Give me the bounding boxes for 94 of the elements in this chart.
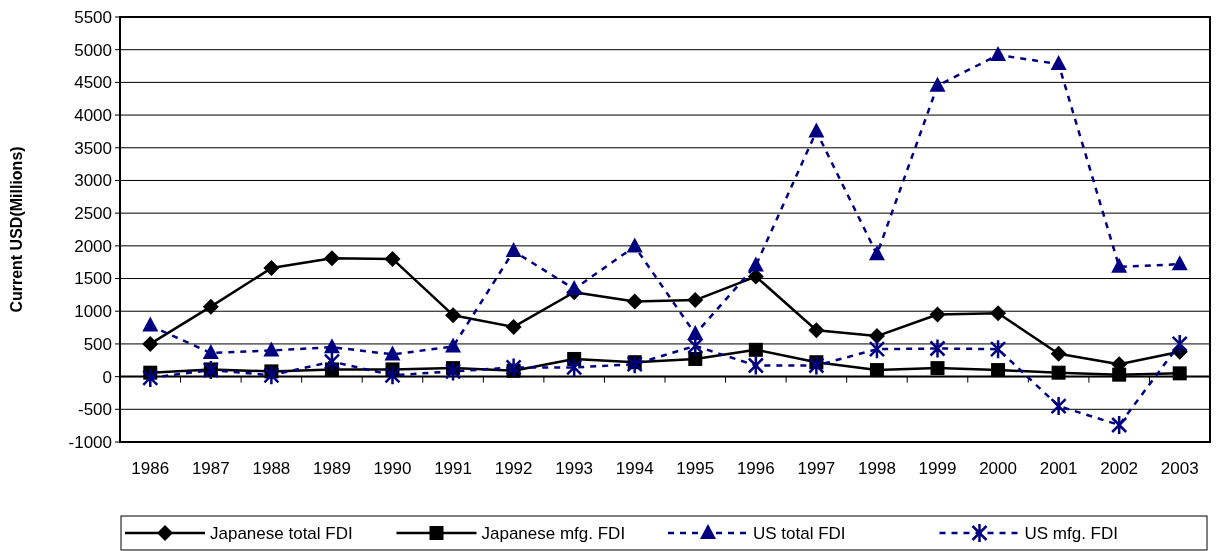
point [1112, 367, 1127, 382]
point [566, 280, 583, 295]
x-tick-label: 1994 [615, 459, 654, 478]
x-tick-label: 2002 [1100, 459, 1139, 478]
point [142, 335, 159, 352]
x-tick-label: 1989 [313, 459, 351, 478]
point [688, 351, 703, 366]
point [868, 338, 886, 360]
point [748, 342, 763, 357]
point [929, 338, 946, 359]
x-tick-label: 1996 [736, 459, 775, 478]
point [1171, 255, 1188, 271]
y-tick-label: 0 [102, 367, 112, 387]
point [202, 344, 219, 360]
point [1172, 366, 1187, 381]
y-tick-label: 500 [83, 334, 112, 354]
point [323, 250, 340, 267]
point [687, 335, 704, 357]
y-tick-label: 5000 [74, 40, 112, 60]
point [930, 361, 945, 376]
point [808, 122, 825, 138]
point [808, 355, 825, 376]
point [808, 322, 825, 339]
point [991, 363, 1006, 378]
point [384, 365, 401, 386]
point [505, 357, 522, 378]
x-tick-label: 1986 [131, 459, 170, 478]
y-tick-label: 4500 [74, 73, 112, 93]
point [565, 357, 583, 378]
point [1171, 333, 1188, 355]
x-tick-label: 1988 [252, 459, 291, 478]
point [929, 76, 946, 92]
point [990, 45, 1007, 61]
x-tick-label: 2001 [1039, 459, 1078, 478]
legend-label: Japanese total FDI [210, 523, 353, 543]
point [323, 338, 340, 354]
point [445, 307, 462, 324]
point [1050, 395, 1067, 417]
x-tick-label: 1990 [373, 459, 412, 478]
x-tick-label: 1992 [494, 459, 533, 478]
x-tick-label: 2000 [979, 459, 1017, 478]
y-tick-label: 3000 [74, 171, 112, 191]
point [687, 292, 704, 309]
x-tick-label: 1998 [858, 459, 896, 478]
point [142, 367, 159, 389]
y-tick-label: 5500 [74, 7, 112, 27]
point [747, 355, 765, 376]
point [1111, 257, 1128, 273]
point [1110, 414, 1128, 436]
point [263, 260, 280, 277]
point [142, 316, 159, 332]
point [444, 361, 462, 382]
legend-label: US total FDI [753, 523, 846, 543]
x-tick-label: 1993 [555, 459, 594, 478]
point [505, 318, 522, 335]
y-tick-label: 2500 [74, 204, 112, 224]
point [384, 250, 401, 267]
y-tick-label: 4000 [74, 106, 112, 126]
y-tick-label: -500 [77, 400, 112, 420]
legend-label: Japanese mfg. FDI [481, 523, 626, 543]
point [384, 345, 401, 361]
point [868, 328, 885, 345]
y-tick-label: 1000 [74, 302, 112, 322]
y-tick-label: 2000 [74, 236, 112, 256]
point [869, 363, 884, 378]
x-tick-label: 2003 [1160, 459, 1199, 478]
point [202, 298, 219, 315]
legend-label: US mfg. FDI [1024, 523, 1119, 543]
point [929, 306, 946, 323]
y-tick-label: -1000 [68, 432, 112, 452]
point [747, 256, 764, 272]
point [445, 337, 462, 353]
y-tick-label: 3500 [74, 138, 112, 158]
point [989, 338, 1007, 360]
point [868, 245, 885, 261]
point [626, 353, 643, 375]
point [990, 305, 1007, 322]
x-tick-label: 1999 [918, 459, 957, 478]
y-axis-title: Current USD(Millions) [8, 146, 25, 313]
point [626, 237, 643, 253]
point [1050, 345, 1067, 362]
point [1050, 55, 1067, 71]
point [626, 293, 643, 310]
point [1051, 365, 1066, 380]
point [505, 242, 522, 258]
x-tick-label: 1987 [191, 459, 230, 478]
x-tick-label: 1995 [676, 459, 715, 478]
y-tick-label: 1500 [74, 269, 112, 289]
x-tick-label: 1997 [797, 459, 836, 478]
x-tick-label: 1991 [434, 459, 472, 478]
point [263, 365, 280, 386]
point [263, 341, 280, 357]
point [202, 359, 220, 381]
point [323, 351, 341, 372]
